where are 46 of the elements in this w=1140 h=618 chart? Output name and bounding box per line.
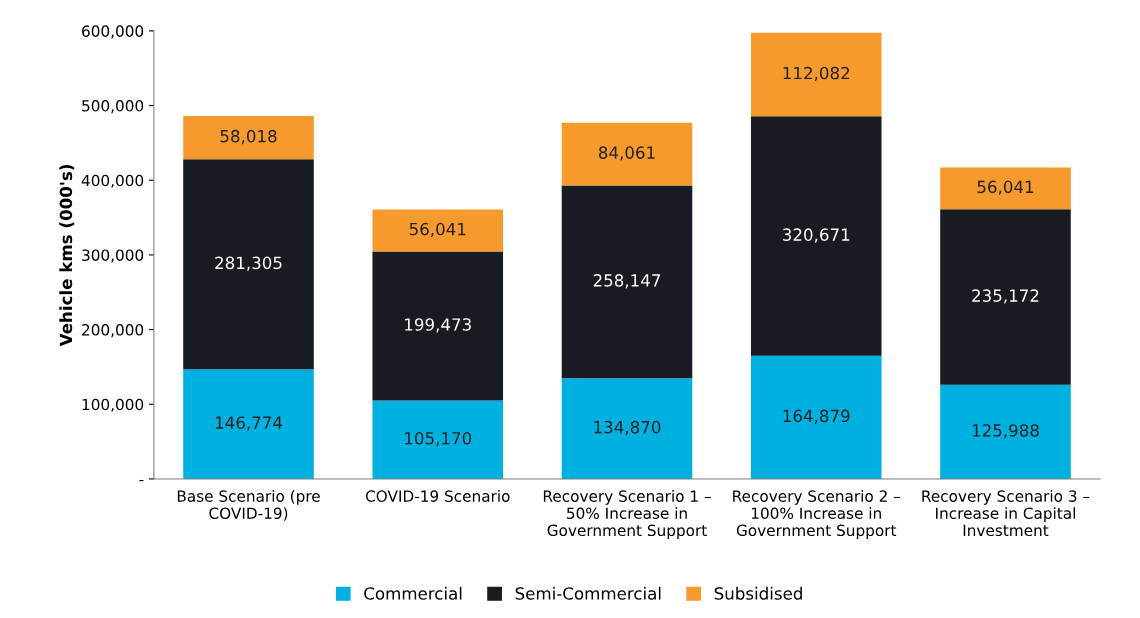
data-label: 125,988 [972, 424, 1039, 439]
bar [561, 185, 693, 379]
bar [561, 122, 693, 186]
data-label: 134,870 [594, 420, 661, 436]
data-label: 58,018 [220, 129, 277, 145]
y-tick-label: 400,000 [81, 174, 144, 188]
data-label: 105,170 [405, 431, 472, 447]
bar [183, 115, 314, 160]
bar [372, 251, 504, 401]
data-label: 112,082 [783, 66, 850, 82]
x-tick-label: COVID-19 Scenario [365, 490, 510, 502]
data-label: 56,041 [409, 222, 466, 238]
data-label: 84,061 [598, 146, 655, 161]
bar [183, 369, 314, 479]
x-tick-label: Base Scenario (pre COVID-19) [177, 490, 320, 521]
x-tick-label: Recovery Scenario 2 – 100% Increase in Government Support [733, 490, 901, 540]
y-tick-label: - [139, 479, 144, 482]
bar [183, 159, 314, 370]
data-label: 164,879 [783, 409, 850, 424]
bar [750, 116, 882, 356]
data-label: 258,147 [593, 274, 661, 289]
x-tick-label: Recovery Scenario 3 – Increase in Capital Investment [922, 490, 1090, 537]
bar [940, 209, 1071, 385]
bar [372, 209, 504, 252]
bar [940, 384, 1071, 479]
y-tick-label: 100,000 [82, 398, 144, 412]
data-label: 56,041 [977, 180, 1034, 195]
data-label: 320,671 [783, 228, 850, 243]
bar [750, 32, 882, 117]
bar [561, 378, 693, 479]
bar [940, 167, 1071, 210]
legend-label: Commercial [364, 586, 462, 600]
legend-label: Semi-Commercial [515, 586, 661, 600]
y-tick-label: 600,000 [82, 25, 144, 39]
legend-label: Subsidised [714, 586, 802, 600]
bar [372, 400, 504, 479]
bar [750, 355, 882, 479]
y-axis-title: Vehicle kms (000's) [59, 164, 75, 347]
data-label: 281,305 [215, 256, 282, 271]
x-tick-label: Recovery Scenario 1 – 50% Increase in Government Support [543, 490, 711, 540]
y-tick-label: 200,000 [82, 324, 144, 338]
y-tick-label: 300,000 [82, 249, 144, 263]
data-label: 146,774 [215, 416, 283, 431]
data-label: 199,473 [405, 318, 471, 333]
y-tick-label: 500,000 [82, 100, 144, 114]
data-label: 235,172 [972, 289, 1039, 304]
